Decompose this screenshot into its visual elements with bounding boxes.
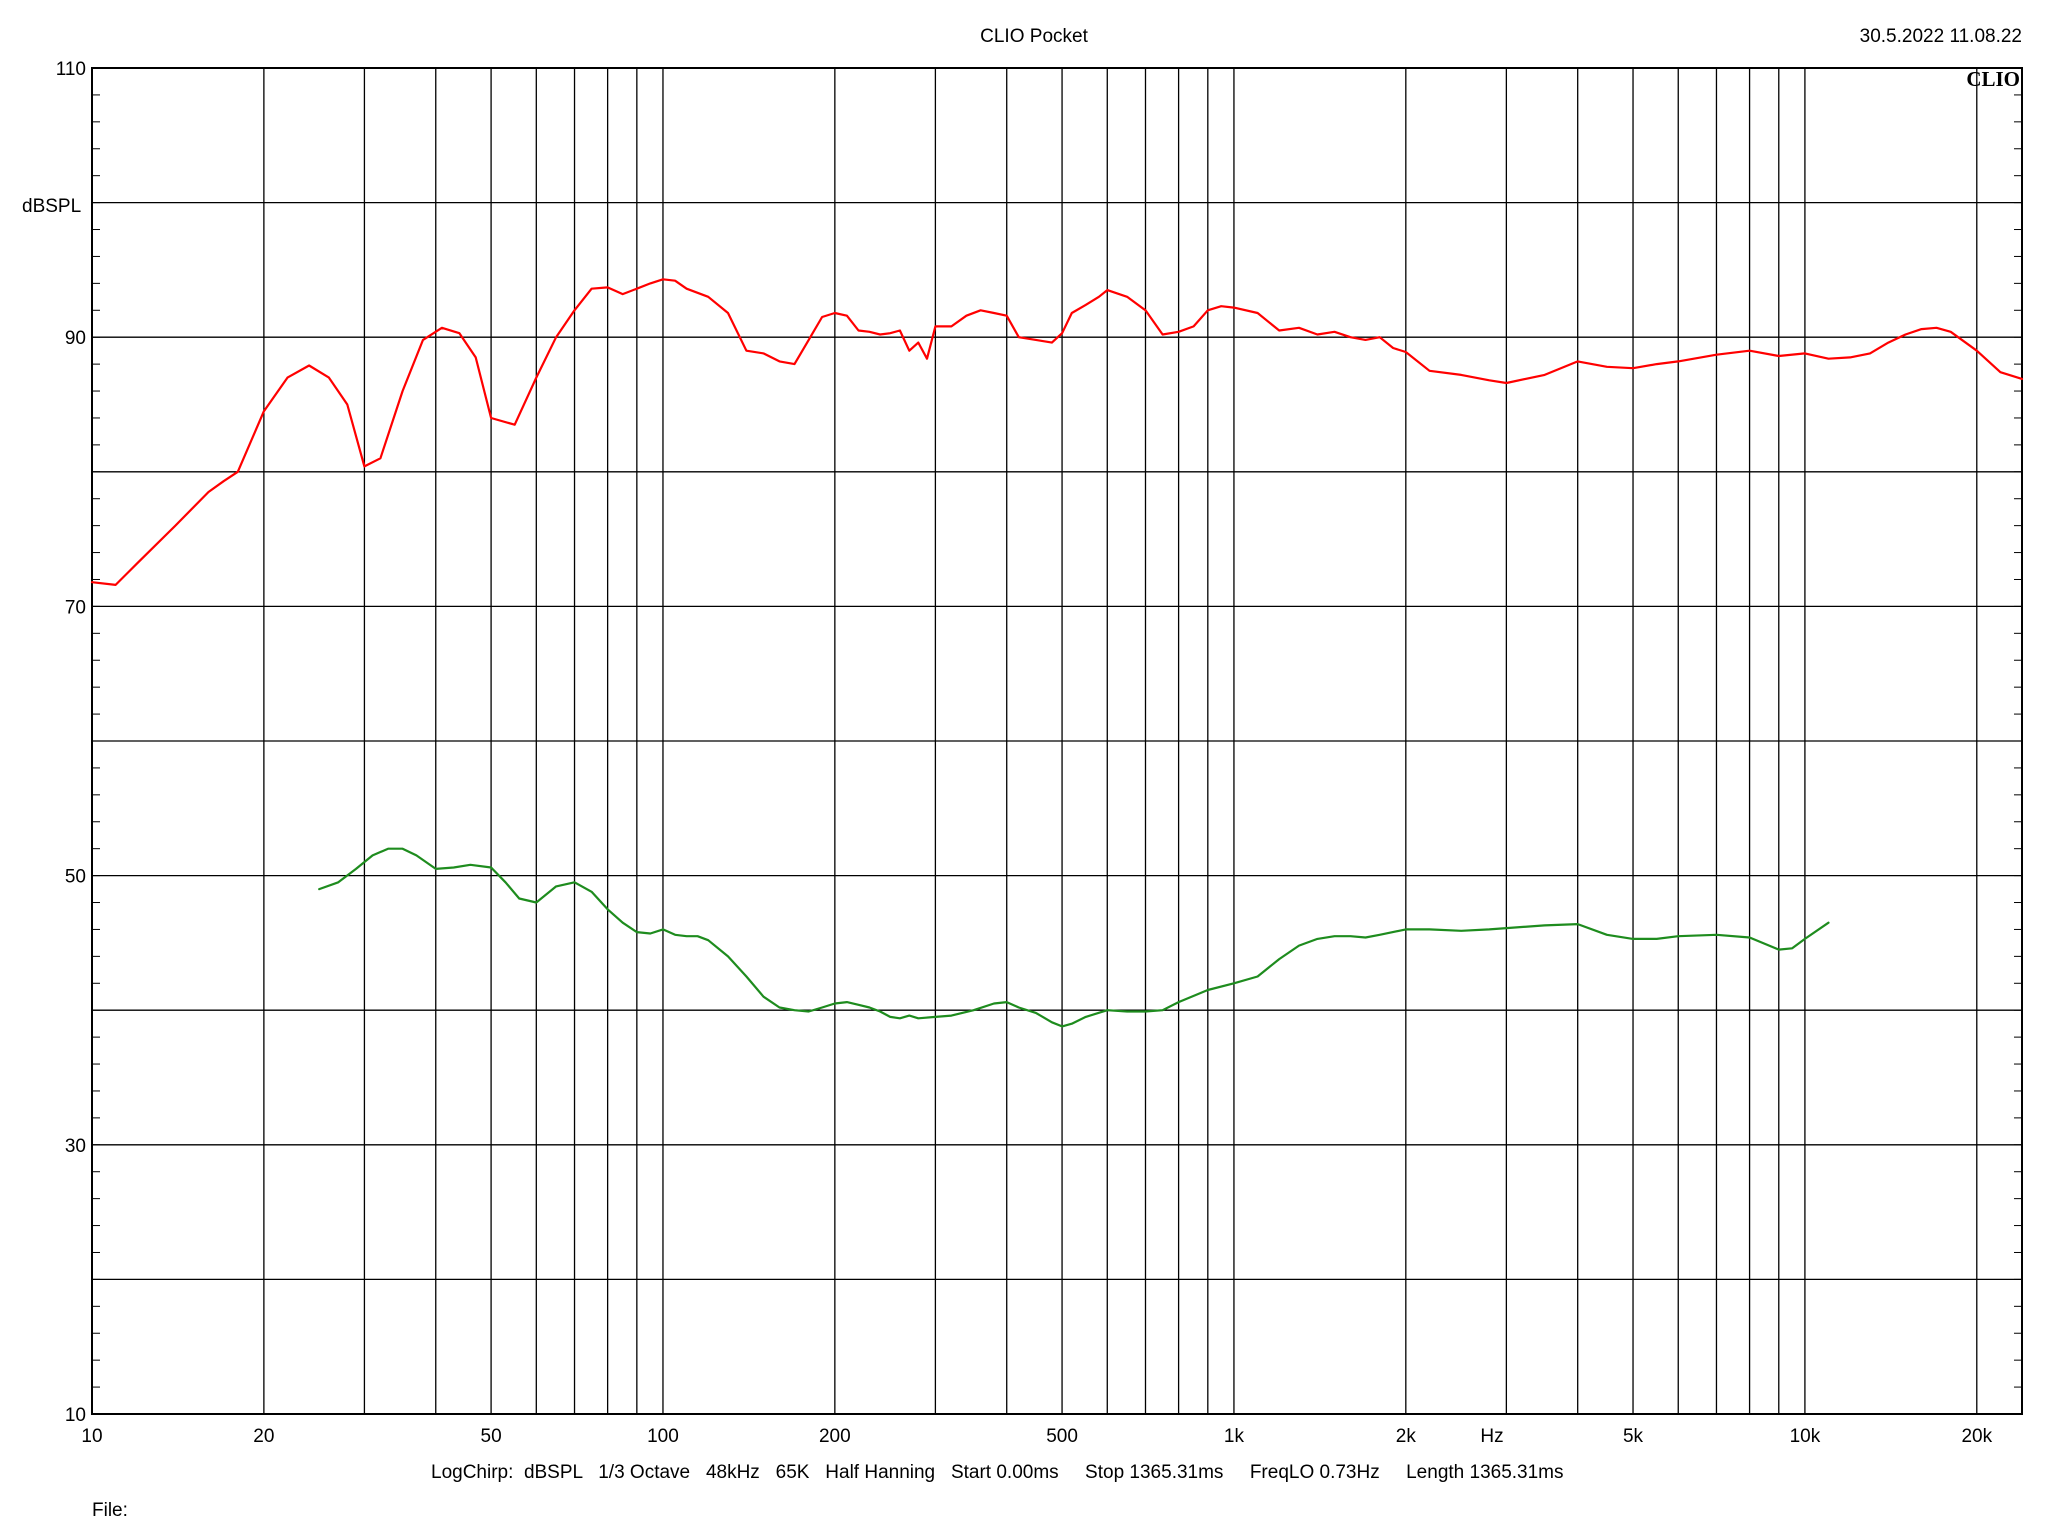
y-tick-label: 110 <box>56 59 86 80</box>
plot-area-border <box>91 67 2023 1415</box>
y-tick-label: 50 <box>65 867 86 888</box>
x-tick-label: 1k <box>1224 1426 1245 1447</box>
response-curve-green <box>318 847 1830 1028</box>
x-tick-label: 2k <box>1396 1426 1417 1447</box>
x-tick-label: 200 <box>819 1426 851 1447</box>
clio-logo: CLIO <box>1966 67 2020 91</box>
x-tick-label: 10 <box>81 1426 102 1447</box>
measurement-settings: LogChirp: dBSPL 1/3 Octave 48kHz 65K Hal… <box>431 1462 1564 1483</box>
y-tick-label: 90 <box>65 328 86 349</box>
data-series <box>90 278 2024 1028</box>
y-axis-label: dBSPL <box>22 196 81 217</box>
response-curve-red <box>90 278 2024 587</box>
x-tick-labels: 10 20 50 100 200 500 1k 2k 5k 10k 20k <box>81 1426 1992 1447</box>
x-tick-label: 5k <box>1623 1426 1644 1447</box>
x-tick-label: 50 <box>481 1426 502 1447</box>
y-tick-label: 10 <box>65 1405 86 1426</box>
x-tick-label: 100 <box>647 1426 679 1447</box>
x-tick-label: 500 <box>1046 1426 1078 1447</box>
x-axis-label: Hz <box>1480 1426 1503 1447</box>
measurement-datetime: 30.5.2022 11.08.22 <box>1860 26 2022 47</box>
x-tick-label: 20 <box>253 1426 274 1447</box>
y-tick-label: 70 <box>65 597 86 618</box>
y-tick-labels: 10 30 50 70 90 110 <box>56 59 86 1426</box>
file-label: File: <box>92 1500 128 1521</box>
chart-title: CLIO Pocket <box>980 26 1088 47</box>
plot-grid <box>91 67 2022 1415</box>
x-tick-label: 20k <box>1961 1426 1992 1447</box>
y-tick-label: 30 <box>65 1136 86 1157</box>
x-tick-label: 10k <box>1790 1426 1821 1447</box>
